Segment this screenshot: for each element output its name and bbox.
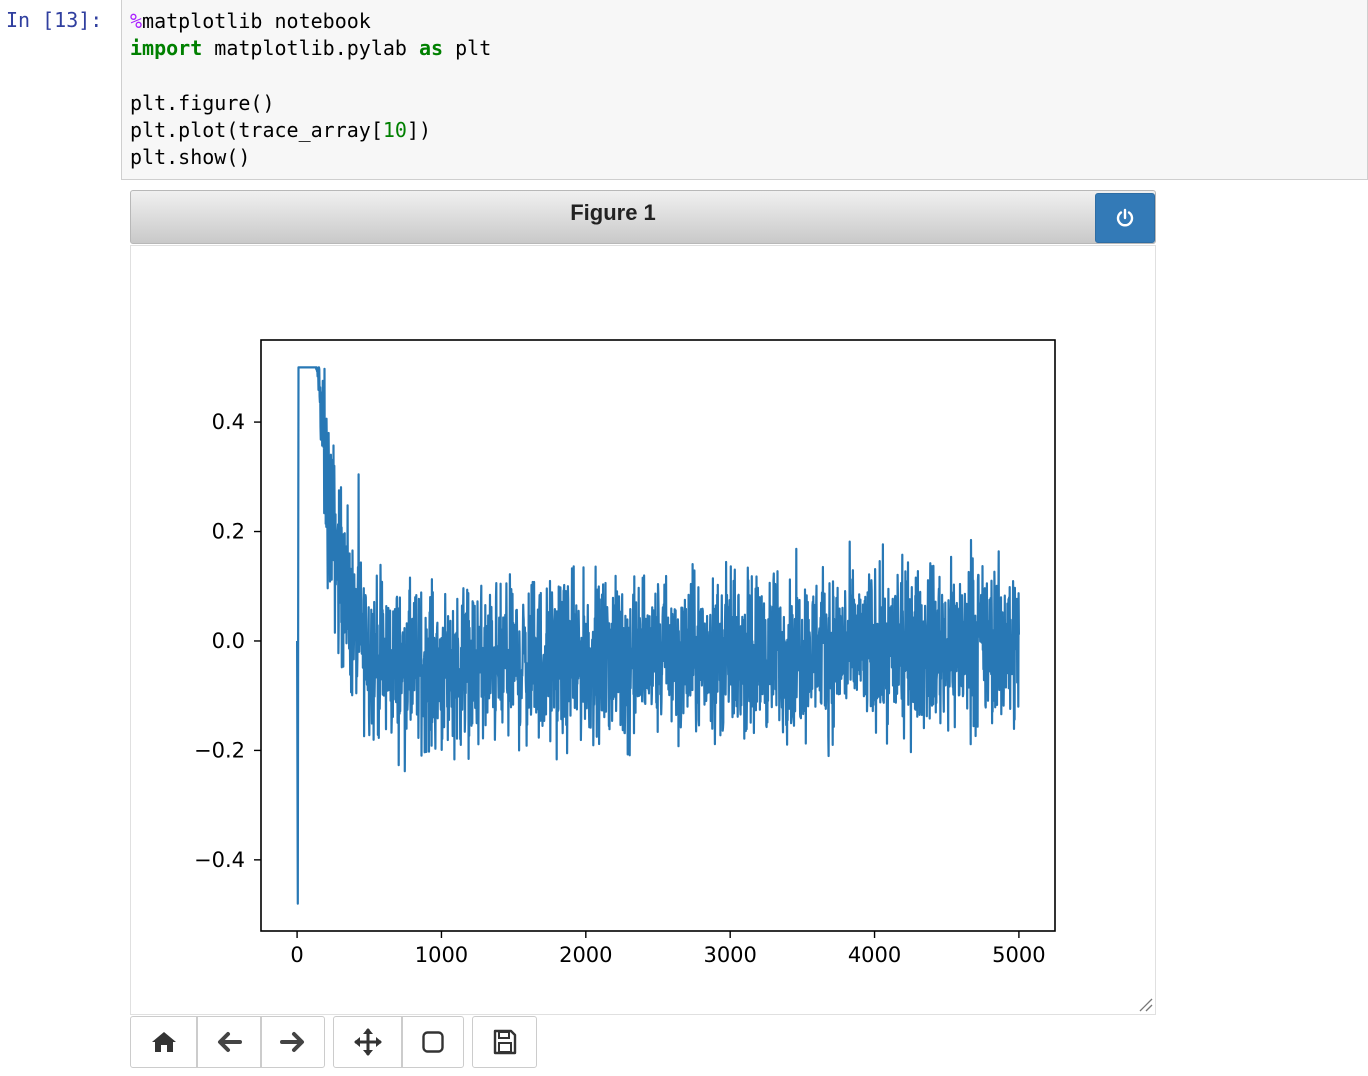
- keyword-as: as: [419, 36, 444, 61]
- cell-prompt: In [13]:: [6, 8, 103, 32]
- save-button[interactable]: [472, 1016, 537, 1068]
- keyword-import: import: [130, 36, 203, 61]
- code-line-2-mid: matplotlib.pylab: [202, 36, 419, 61]
- code-cell[interactable]: %matplotlib notebook import matplotlib.p…: [121, 0, 1368, 180]
- x-tick-label: 1000: [415, 943, 468, 967]
- figure-canvas[interactable]: 0 1000 2000 3000 4000 5000 −0.4 −0.2 0.0 0.2 0.4: [130, 245, 1156, 1015]
- pan-icon: [353, 1028, 382, 1056]
- code-line-6: plt.show(): [130, 145, 251, 170]
- close-figure-button[interactable]: [1095, 193, 1155, 243]
- forward-arrow-icon: [280, 1032, 304, 1052]
- x-tick-label: 4000: [848, 943, 901, 967]
- y-tick-label: 0.4: [212, 410, 245, 434]
- code-line-5-start: plt.plot(trace_array[: [130, 117, 383, 142]
- zoom-rect-icon: [422, 1031, 444, 1053]
- resize-handle-icon[interactable]: [1137, 996, 1153, 1012]
- y-tick-label: −0.2: [194, 738, 245, 762]
- zoom-rect-button[interactable]: [402, 1016, 464, 1068]
- series-line: [296, 366, 1020, 905]
- back-arrow-icon: [218, 1032, 242, 1052]
- plot-frame: [260, 339, 1056, 932]
- code-line-2-end: plt: [443, 36, 492, 61]
- x-tick-label: 0: [290, 943, 303, 967]
- y-tick-label: 0.0: [212, 629, 245, 653]
- code-line-5-end: ]): [406, 117, 432, 142]
- y-tick-label: 0.2: [212, 520, 245, 544]
- power-icon: [1116, 208, 1134, 227]
- code-number: 10: [382, 117, 407, 142]
- home-button[interactable]: [130, 1016, 197, 1068]
- figure-title: Figure 1: [570, 200, 656, 225]
- back-button[interactable]: [197, 1016, 261, 1068]
- pan-button[interactable]: [333, 1016, 402, 1068]
- figure-header: Figure 1: [130, 190, 1156, 244]
- x-tick-label: 5000: [992, 943, 1045, 967]
- magic-percent: %: [130, 9, 143, 33]
- code-line-4: plt.figure(): [130, 90, 275, 115]
- line-chart: 0 1000 2000 3000 4000 5000 −0.4 −0.2 0.0 0.2 0.4: [194, 339, 1056, 967]
- save-icon: [493, 1029, 516, 1055]
- code-line-1: matplotlib notebook: [142, 9, 371, 33]
- x-tick-label: 3000: [703, 943, 756, 967]
- code-editor[interactable]: %matplotlib notebook import matplotlib.p…: [130, 8, 491, 171]
- forward-button[interactable]: [261, 1016, 325, 1068]
- y-tick-label: −0.4: [194, 848, 245, 872]
- x-tick-label: 2000: [559, 943, 612, 967]
- home-icon: [151, 1032, 176, 1052]
